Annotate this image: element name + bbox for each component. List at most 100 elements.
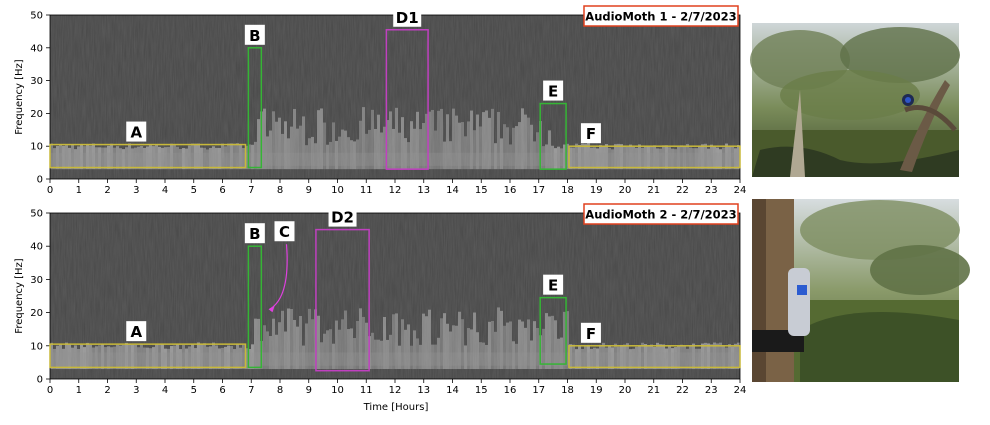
annotation-box-b	[247, 47, 263, 169]
x-tick-label: 17	[532, 385, 545, 396]
annotation-label-d1: D1	[396, 9, 419, 27]
x-tick-label: 11	[360, 185, 373, 196]
annotation-label-b: B	[249, 27, 260, 45]
x-tick-label: 7	[248, 385, 254, 396]
y-tick-label: 50	[30, 11, 43, 22]
annotation-label-bg	[580, 123, 601, 144]
y-tick-label: 10	[30, 142, 43, 153]
x-tick-label: 12	[389, 385, 402, 396]
y-tick-label: 30	[30, 76, 43, 87]
field-photo-2	[752, 199, 970, 382]
x-tick-label: 18	[561, 385, 574, 396]
annotation-label-c: C	[279, 223, 290, 241]
spectrogram-2-plot-area	[49, 212, 741, 380]
annotation-box-a	[49, 343, 247, 369]
x-tick-label: 22	[676, 185, 689, 196]
y-tick-label: 0	[37, 375, 43, 386]
x-tick-label: 8	[277, 385, 283, 396]
annotation-box-b	[247, 245, 263, 369]
field-photo-1	[750, 23, 960, 177]
x-tick-label: 11	[360, 385, 373, 396]
x-tick-label: 15	[475, 185, 488, 196]
annotation-label-d2: D2	[331, 209, 354, 227]
x-tick-label: 1	[76, 185, 82, 196]
annotation-box-e	[539, 102, 567, 170]
x-tick-label: 14	[446, 185, 459, 196]
annotation-arrow-c	[269, 244, 288, 310]
x-tick-label: 5	[191, 385, 197, 396]
x-tick-label: 8	[277, 185, 283, 196]
spectrogram-1-plot-area	[49, 14, 741, 180]
spectrogram-1-y-axis: 0 10 20 30 40 50	[30, 11, 50, 186]
annotation-label-bg	[274, 221, 295, 242]
y-tick-label: 0	[37, 175, 43, 186]
annotation-label-a: A	[130, 323, 142, 341]
x-tick-label: 16	[504, 385, 517, 396]
x-tick-label: 24	[734, 185, 747, 196]
spectrogram-2-title: AudioMoth 2 - 2/7/2023	[585, 208, 736, 222]
x-tick-label: 13	[417, 185, 430, 196]
y-tick-label: 50	[30, 209, 43, 220]
spectrogram-2-y-axis: 0 10 20 30 40 50	[30, 209, 50, 386]
annotation-label-bg	[126, 321, 147, 342]
x-tick-label: 21	[647, 185, 660, 196]
x-tick-label: 10	[331, 185, 344, 196]
annotation-box-d1	[385, 29, 429, 170]
y-tick-label: 40	[30, 242, 43, 253]
x-tick-label: 7	[248, 185, 254, 196]
x-tick-label: 2	[104, 185, 110, 196]
x-tick-label: 24	[734, 385, 747, 396]
annotation-label-bg	[580, 322, 601, 343]
annotation-box-e	[539, 296, 567, 365]
x-tick-label: 6	[219, 385, 225, 396]
x-tick-label: 21	[647, 385, 660, 396]
x-tick-label: 5	[191, 185, 197, 196]
spectrogram-2-x-axis: 0 1 2 3 4 5 6 7 8 9 10 11 12 13 14 15 16 17 18 19 20 21 22 23 24	[47, 379, 747, 396]
x-tick-label: 1	[76, 385, 82, 396]
x-tick-label: 19	[590, 185, 603, 196]
x-tick-label: 2	[104, 385, 110, 396]
annotation-label-bg	[393, 6, 422, 27]
spectrogram-2-title-box: AudioMoth 2 - 2/7/2023	[583, 203, 739, 225]
x-tick-label: 14	[446, 385, 459, 396]
annotation-box-a	[49, 143, 247, 169]
x-tick-label: 16	[504, 185, 517, 196]
x-tick-label: 4	[162, 385, 168, 396]
annotation-label-bg	[328, 206, 357, 227]
annotation-label-bg	[244, 24, 265, 45]
spectrogram-texture	[50, 213, 740, 379]
annotation-label-b: B	[249, 225, 260, 243]
annotation-label-f: F	[586, 325, 596, 343]
y-tick-label: 10	[30, 341, 43, 352]
annotation-label-bg	[126, 121, 147, 142]
x-tick-label: 23	[705, 385, 718, 396]
y-tick-label: 20	[30, 109, 43, 120]
x-tick-label: 0	[47, 385, 53, 396]
x-tick-label: 18	[561, 185, 574, 196]
x-tick-label: 12	[389, 185, 402, 196]
x-tick-label: 4	[162, 185, 168, 196]
spectrogram-1-ylabel: Frequency [Hz]	[14, 59, 25, 135]
x-tick-label: 19	[590, 385, 603, 396]
annotation-label-bg	[543, 80, 564, 101]
spectrogram-texture	[50, 15, 740, 179]
spectrogram-2-annotations: A B C D2 E F	[49, 206, 741, 372]
annotation-label-a: A	[130, 124, 142, 142]
y-tick-label: 40	[30, 43, 43, 54]
annotation-box-f	[568, 345, 741, 369]
x-tick-label: 13	[417, 385, 430, 396]
annotation-label-e: E	[548, 277, 558, 295]
annotation-box-f	[568, 145, 741, 169]
spectrogram-1-title-box: AudioMoth 1 - 2/7/2023	[583, 5, 739, 27]
x-tick-label: 0	[47, 185, 53, 196]
spectrogram-2-ylabel: Frequency [Hz]	[14, 258, 25, 334]
x-tick-label: 17	[532, 185, 545, 196]
spectrogram-1-title: AudioMoth 1 - 2/7/2023	[585, 10, 736, 24]
spectrogram-1-x-axis: 0 1 2 3 4 5 6 7 8 9 10 11 12 13 14 15 16 17 18 19 20 21 22 23 24	[47, 179, 747, 196]
arrowhead	[268, 306, 275, 313]
x-tick-label: 20	[619, 385, 632, 396]
x-tick-label: 9	[306, 385, 312, 396]
